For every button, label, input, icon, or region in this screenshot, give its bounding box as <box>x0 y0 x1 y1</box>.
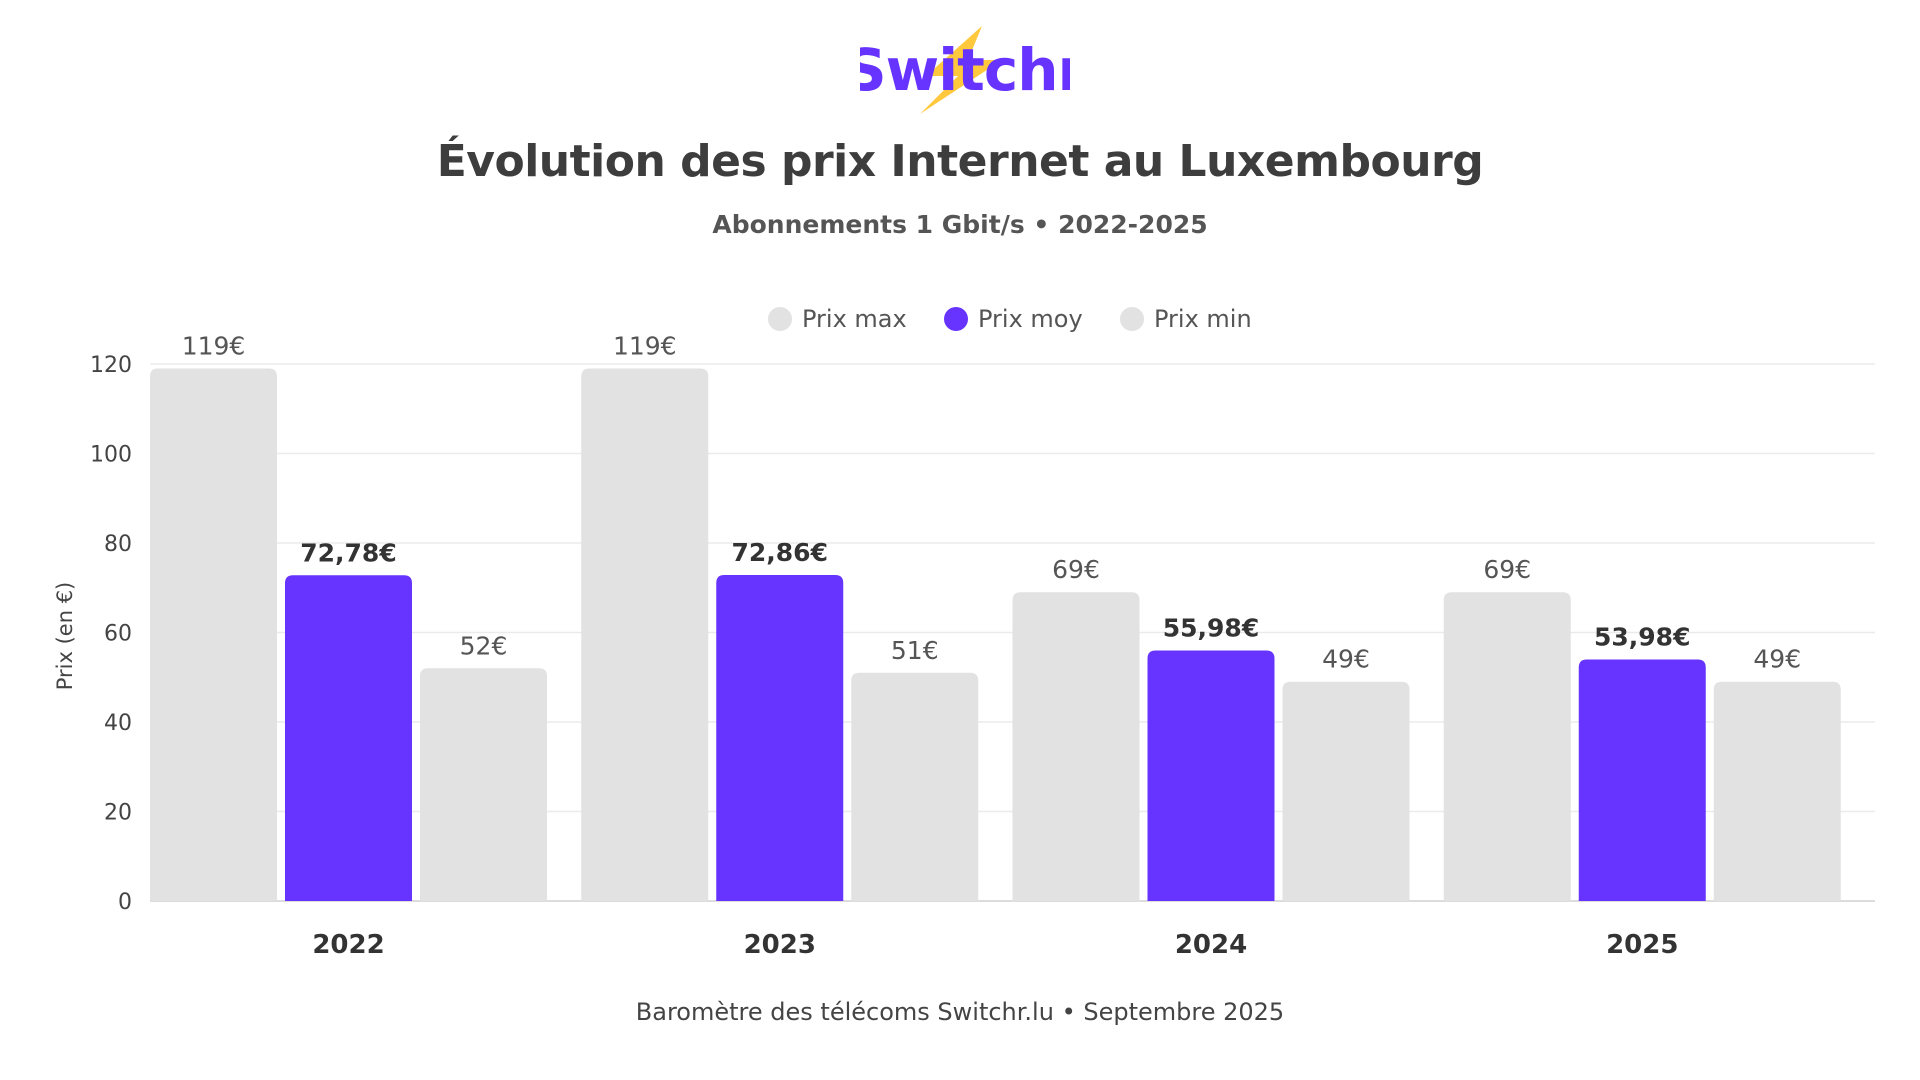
y-tick-label: 20 <box>104 801 132 826</box>
x-tick-label: 2024 <box>1175 930 1247 960</box>
bar-prix-min <box>1282 681 1410 901</box>
y-tick-label: 80 <box>104 532 132 557</box>
bar-prix-max <box>1443 592 1571 901</box>
data-label: 55,98€ <box>1163 613 1259 642</box>
bar-prix-moy <box>716 574 844 901</box>
bar-prix-max <box>150 368 277 902</box>
data-label: 119€ <box>613 331 677 360</box>
y-axis-title: Prix (en €) <box>53 582 77 691</box>
data-label: 51€ <box>891 636 939 665</box>
bar-prix-min <box>1713 681 1841 901</box>
y-axis: 0 20 40 60 80 100 120 <box>90 353 132 915</box>
y-tick-label: 100 <box>90 443 132 468</box>
bar-prix-max <box>1012 592 1140 901</box>
logo-text: Switchr <box>860 36 1070 104</box>
data-label: 69€ <box>1052 555 1100 584</box>
bars: 119€ 72,78€ 52€ 119€ 72,86€ 51€ 69€ 55,98€ 49€ 69… <box>150 331 1841 902</box>
legend-marker <box>944 307 968 331</box>
data-label: 53,98€ <box>1594 622 1690 651</box>
legend-label: Prix max <box>802 305 907 333</box>
legend-marker <box>768 307 792 331</box>
y-tick-label: 60 <box>104 622 132 647</box>
bar-prix-moy <box>1578 659 1706 901</box>
data-label: 72,78€ <box>300 538 396 567</box>
data-label: 69€ <box>1483 555 1531 584</box>
legend-marker <box>1120 307 1144 331</box>
chart-subtitle: Abonnements 1 Gbit/s • 2022-2025 <box>712 210 1208 239</box>
footer-source: Baromètre des télécoms Switchr.lu • Sept… <box>635 998 1285 1026</box>
bar-prix-moy <box>285 575 412 901</box>
legend: Prix max Prix moy Prix min <box>768 305 1252 333</box>
y-tick-label: 40 <box>104 711 132 736</box>
data-label: 52€ <box>460 631 508 660</box>
bar-prix-max <box>581 368 709 902</box>
switchr-logo: Switchr <box>860 26 1070 114</box>
chart-title: Évolution des prix Internet au Luxembour… <box>436 136 1484 187</box>
lightning-bolt-icon <box>920 26 1002 114</box>
x-tick-label: 2022 <box>312 930 384 960</box>
y-tick-label: 120 <box>90 353 132 378</box>
data-label: 119€ <box>182 331 246 360</box>
bar-prix-moy <box>1147 650 1275 901</box>
legend-label: Prix min <box>1154 305 1252 333</box>
data-label: 72,86€ <box>732 538 828 567</box>
y-tick-label: 0 <box>118 890 132 915</box>
x-tick-label: 2025 <box>1606 930 1678 960</box>
data-label: 49€ <box>1322 645 1370 674</box>
data-label: 49€ <box>1753 645 1801 674</box>
bar-prix-min <box>851 672 979 901</box>
legend-label: Prix moy <box>978 305 1083 333</box>
x-tick-label: 2023 <box>744 930 816 960</box>
bar-prix-min <box>420 668 547 901</box>
x-axis: 2022 2023 2024 2025 <box>312 930 1678 960</box>
